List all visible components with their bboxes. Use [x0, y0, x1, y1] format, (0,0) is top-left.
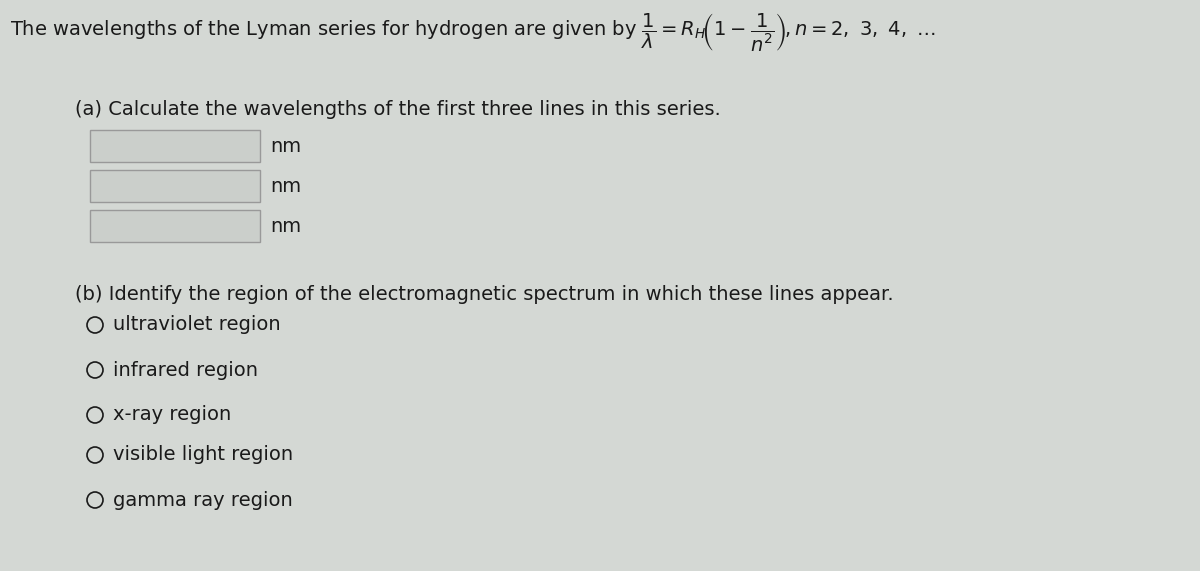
- FancyBboxPatch shape: [90, 130, 260, 162]
- FancyBboxPatch shape: [90, 210, 260, 242]
- Text: nm: nm: [270, 216, 301, 235]
- Text: visible light region: visible light region: [113, 445, 293, 464]
- FancyBboxPatch shape: [90, 170, 260, 202]
- Text: infrared region: infrared region: [113, 360, 258, 380]
- Text: nm: nm: [270, 176, 301, 195]
- Text: gamma ray region: gamma ray region: [113, 490, 293, 509]
- Text: (a) Calculate the wavelengths of the first three lines in this series.: (a) Calculate the wavelengths of the fir…: [74, 100, 721, 119]
- Text: ultraviolet region: ultraviolet region: [113, 316, 281, 335]
- Text: The wavelengths of the Lyman series for hydrogen are given by $\dfrac{1}{\lambda: The wavelengths of the Lyman series for …: [10, 11, 936, 53]
- Text: (b) Identify the region of the electromagnetic spectrum in which these lines app: (b) Identify the region of the electroma…: [74, 285, 894, 304]
- Text: nm: nm: [270, 136, 301, 155]
- Text: x-ray region: x-ray region: [113, 405, 232, 424]
